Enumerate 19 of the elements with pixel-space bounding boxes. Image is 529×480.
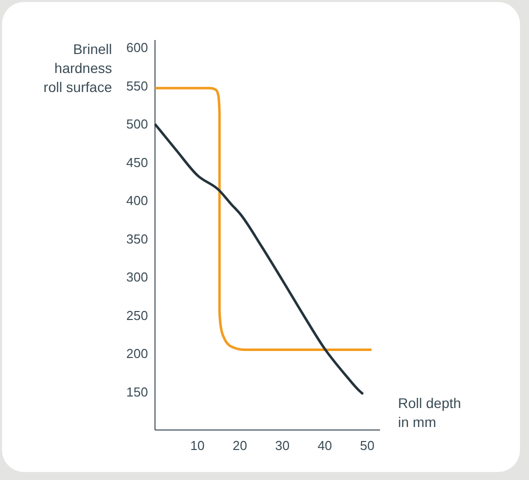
line-series <box>154 122 364 396</box>
y-tick-label: 450 <box>126 154 148 170</box>
y-tick-label: 550 <box>126 78 148 94</box>
y-tick-label: 600 <box>126 40 148 56</box>
y-tick-label: 250 <box>126 308 148 323</box>
y-axis-title: Brinell hardness roll surface <box>44 41 112 95</box>
x-tick-label: 10 <box>190 438 205 453</box>
x-tick-label: 20 <box>232 438 248 453</box>
x-tick-label: 30 <box>275 438 290 453</box>
y-tick-label: 200 <box>126 346 148 362</box>
x-tick-label: 50 <box>360 438 374 453</box>
x-tick-label: 40 <box>318 438 332 453</box>
x-axis-title: Roll depth in mm <box>398 395 462 430</box>
y-tick-label: 350 <box>126 231 148 246</box>
y-tick-label: 300 <box>126 270 148 285</box>
line-series <box>154 86 373 351</box>
y-tick-label: 500 <box>126 116 148 132</box>
y-tick-label: 400 <box>126 193 148 208</box>
y-tick-label: 150 <box>126 384 148 400</box>
